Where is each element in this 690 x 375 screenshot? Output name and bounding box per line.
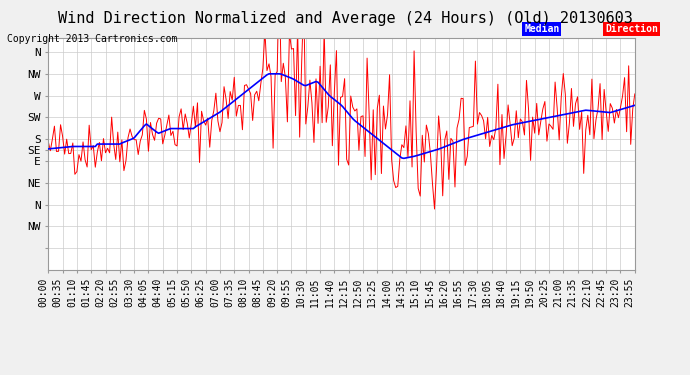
Text: Wind Direction Normalized and Average (24 Hours) (Old) 20130603: Wind Direction Normalized and Average (2…: [57, 11, 633, 26]
Text: Direction: Direction: [605, 24, 658, 34]
Text: Median: Median: [524, 24, 560, 34]
Text: Copyright 2013 Cartronics.com: Copyright 2013 Cartronics.com: [7, 34, 177, 44]
